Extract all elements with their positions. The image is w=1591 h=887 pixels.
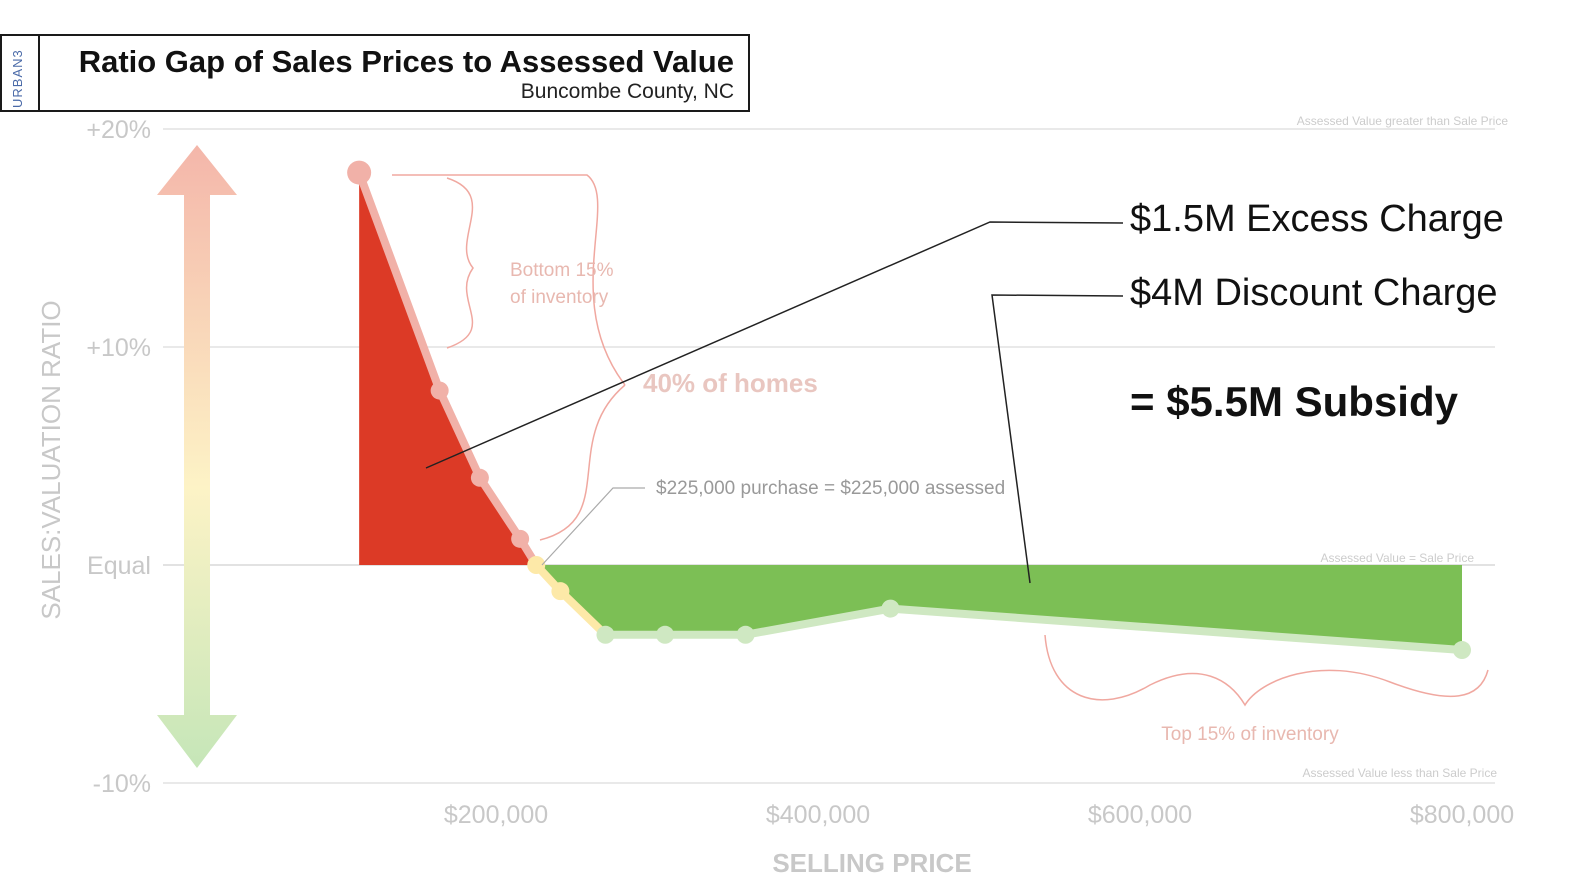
data-point xyxy=(656,625,675,644)
curve-segment xyxy=(886,604,1466,655)
data-point xyxy=(347,160,372,185)
callout-leaders xyxy=(425,221,1124,584)
chart-subtitle: Buncombe County, NC xyxy=(520,80,734,103)
y-tick-label: -10% xyxy=(93,770,151,798)
curve-segment xyxy=(475,473,525,543)
y-tick-label: Equal xyxy=(87,552,151,580)
curve-segment xyxy=(556,587,610,639)
zone-above-label: Assessed Value greater than Sale Price xyxy=(1297,114,1509,128)
bottom-inventory-label-2: of inventory xyxy=(510,287,609,308)
zone-equal-label: Assessed Value = Sale Price xyxy=(1320,551,1474,565)
curve-segment xyxy=(355,168,444,395)
annotations: Bottom 15% of inventory 40% of homes $225,0… xyxy=(392,114,1508,780)
x-tick-label: $200,000 xyxy=(444,801,548,829)
data-point xyxy=(511,529,530,548)
title-box: Ratio Gap of Sales Prices to Assessed Va… xyxy=(38,34,750,112)
ratio-arrow xyxy=(157,145,237,768)
top-inventory-label: Top 15% of inventory xyxy=(1161,724,1339,745)
data-point xyxy=(527,556,546,574)
bracket-bottom-inventory xyxy=(446,177,474,349)
curve-segment xyxy=(741,604,895,639)
discount-callout: $4M Discount Charge xyxy=(1130,272,1498,314)
excess-area xyxy=(359,172,537,565)
x-axis-label: SELLING PRICE xyxy=(772,848,971,878)
forty-percent-label: 40% of homes xyxy=(643,368,818,398)
ratio-curve xyxy=(347,160,1471,660)
x-tick-label: $800,000 xyxy=(1410,801,1514,829)
brand-box: URBAN3 xyxy=(0,34,38,112)
bottom-inventory-label-1: Bottom 15% xyxy=(510,260,614,281)
data-point xyxy=(430,381,449,400)
break-even-leader xyxy=(541,487,645,566)
y-axis-label: SALES:VALUATION RATIO xyxy=(36,300,66,619)
zone-below-label: Assessed Value less than Sale Price xyxy=(1302,766,1497,780)
curve-segment xyxy=(435,386,484,482)
subsidy-callout: = $5.5M Subsidy xyxy=(1130,378,1458,425)
bracket-forty-bottom xyxy=(539,384,626,541)
x-tick-label: $600,000 xyxy=(1088,801,1192,829)
data-point xyxy=(736,625,755,644)
excess-callout: $1.5M Excess Charge xyxy=(1130,198,1504,240)
axis-ticks: +20% +10% Equal -10% $200,000 $400,000 $600,00… xyxy=(86,116,1514,829)
bracket-forty-top xyxy=(392,174,626,386)
x-tick-label: $400,000 xyxy=(766,801,870,829)
data-point xyxy=(1453,641,1471,660)
data-point xyxy=(881,599,900,618)
ratio-arrow-shape xyxy=(157,145,237,768)
chart-title: Ratio Gap of Sales Prices to Assessed Va… xyxy=(78,44,734,79)
data-point xyxy=(596,625,615,644)
discount-leader-line xyxy=(991,294,1124,584)
break-even-label: $225,000 purchase = $225,000 assessed xyxy=(656,478,1005,499)
y-tick-label: +20% xyxy=(86,116,151,144)
excess-leader-line xyxy=(425,221,1124,469)
data-point xyxy=(470,468,489,487)
brand-logo: URBAN3 xyxy=(10,49,25,108)
data-point xyxy=(551,582,570,601)
y-tick-label: +10% xyxy=(86,334,151,362)
bracket-top-inventory xyxy=(1044,634,1489,707)
